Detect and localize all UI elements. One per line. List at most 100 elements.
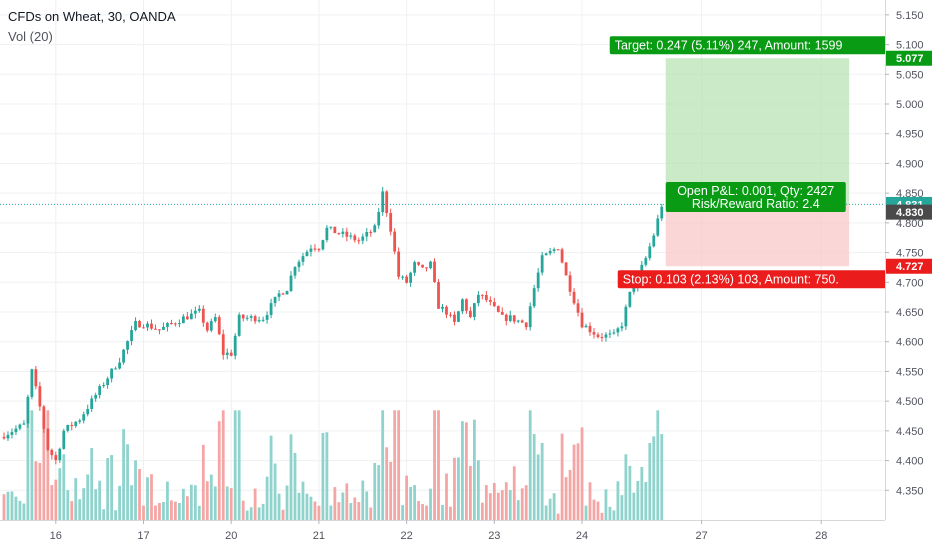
price-tick-label: 4.350 <box>896 485 924 497</box>
volume-bar <box>469 465 472 520</box>
candle-body <box>524 322 528 328</box>
price-tick-label: 4.600 <box>896 337 924 349</box>
volume-bar <box>26 410 30 520</box>
volume-bar <box>98 480 102 520</box>
candle-body <box>166 323 169 327</box>
volume-bar <box>130 485 133 520</box>
stop-label: Stop: 0.103 (2.13%) 103, Amount: 750. <box>623 273 839 287</box>
time-tick-label: 21 <box>313 530 325 542</box>
volume-bar <box>297 492 301 520</box>
candle-body <box>381 191 385 213</box>
volume-bar <box>620 495 624 520</box>
volume-bar <box>381 410 385 520</box>
target-price-tag-bg <box>886 50 932 66</box>
candle-body <box>114 368 118 370</box>
volume-bar <box>425 505 428 520</box>
entry-price-tag-bg <box>886 204 932 220</box>
candle-body <box>62 430 66 449</box>
candle-body <box>544 253 548 256</box>
candle-body <box>42 406 46 429</box>
volume-bar <box>170 500 173 520</box>
candle-body <box>98 386 102 396</box>
candle-body <box>209 321 213 331</box>
volume-bar <box>333 487 337 520</box>
candle-body <box>496 306 500 312</box>
volume-bar <box>305 493 309 520</box>
volume-bar <box>126 444 129 520</box>
volume-bar <box>441 504 444 520</box>
volume-indicator-label[interactable]: Vol (20) <box>8 29 53 44</box>
volume-bar <box>349 503 353 520</box>
candle-body <box>82 414 86 421</box>
volume-bar <box>429 488 432 520</box>
volume-bar <box>58 468 62 520</box>
candle-body <box>110 368 114 379</box>
volume-bar <box>122 429 125 520</box>
volume-bar <box>504 482 508 520</box>
candle-body <box>26 396 30 424</box>
candle-body <box>588 325 592 333</box>
candle-body <box>253 316 257 322</box>
price-tick-label: 5.150 <box>896 10 924 22</box>
long-position-tool[interactable] <box>665 58 850 267</box>
volume-bar <box>213 486 217 520</box>
volume-bar <box>34 461 38 520</box>
symbol-title[interactable]: CFDs on Wheat, 30, OANDA <box>8 9 176 24</box>
volume-bar <box>564 477 568 520</box>
price-tick-label: 4.950 <box>896 129 924 141</box>
volume-bar <box>225 486 229 520</box>
volume-bar <box>484 485 488 520</box>
candle-body <box>229 352 233 356</box>
stop-price-tag-bg <box>886 258 932 274</box>
candle-body <box>492 301 496 307</box>
volume-bar <box>337 502 341 520</box>
volume-bar <box>508 490 512 520</box>
candle-body <box>158 329 161 331</box>
price-tick-label: 4.550 <box>896 366 924 378</box>
volume-bar <box>146 477 149 520</box>
candle-body <box>269 303 273 316</box>
volume-bar <box>592 499 596 520</box>
price-tick-label: 4.650 <box>896 307 924 319</box>
candle-body <box>500 311 504 315</box>
volume-bar <box>409 486 413 520</box>
volume-bar <box>281 509 285 520</box>
target-zone[interactable] <box>665 58 850 206</box>
candle-body <box>445 306 448 315</box>
candle-body <box>560 249 564 263</box>
stop-zone[interactable] <box>665 205 850 267</box>
volume-bar <box>624 454 628 520</box>
volume-bar <box>66 490 70 520</box>
volume-bar <box>265 476 269 520</box>
volume-bar <box>445 473 448 520</box>
volume-bar <box>249 507 253 520</box>
candle-body <box>221 334 225 355</box>
candle-body <box>572 291 576 304</box>
volume-bar <box>512 466 516 520</box>
candle-body <box>305 251 309 257</box>
volume-bar <box>38 463 42 520</box>
volume-bar <box>110 455 114 520</box>
stop-label-group: Stop: 0.103 (2.13%) 103, Amount: 750. <box>617 270 887 289</box>
time-tick-label: 16 <box>50 530 62 542</box>
candle-body <box>189 313 193 320</box>
volume-bar <box>106 458 110 520</box>
volume-bar <box>317 505 321 520</box>
volume-bar <box>353 497 357 520</box>
volume-bar <box>82 488 86 520</box>
candle-body <box>297 261 301 268</box>
volume-bar <box>453 457 456 520</box>
price-tick-label: 4.900 <box>896 158 924 170</box>
volume-bar <box>568 469 572 520</box>
volume-bar <box>524 485 528 520</box>
candlesticks <box>2 186 664 465</box>
target-label-bg <box>609 36 893 55</box>
volume-bar <box>209 474 213 520</box>
price-tick-label: 4.750 <box>896 248 924 260</box>
volume-bar <box>616 481 620 520</box>
candle-body <box>484 294 488 301</box>
candle-body <box>389 213 393 232</box>
